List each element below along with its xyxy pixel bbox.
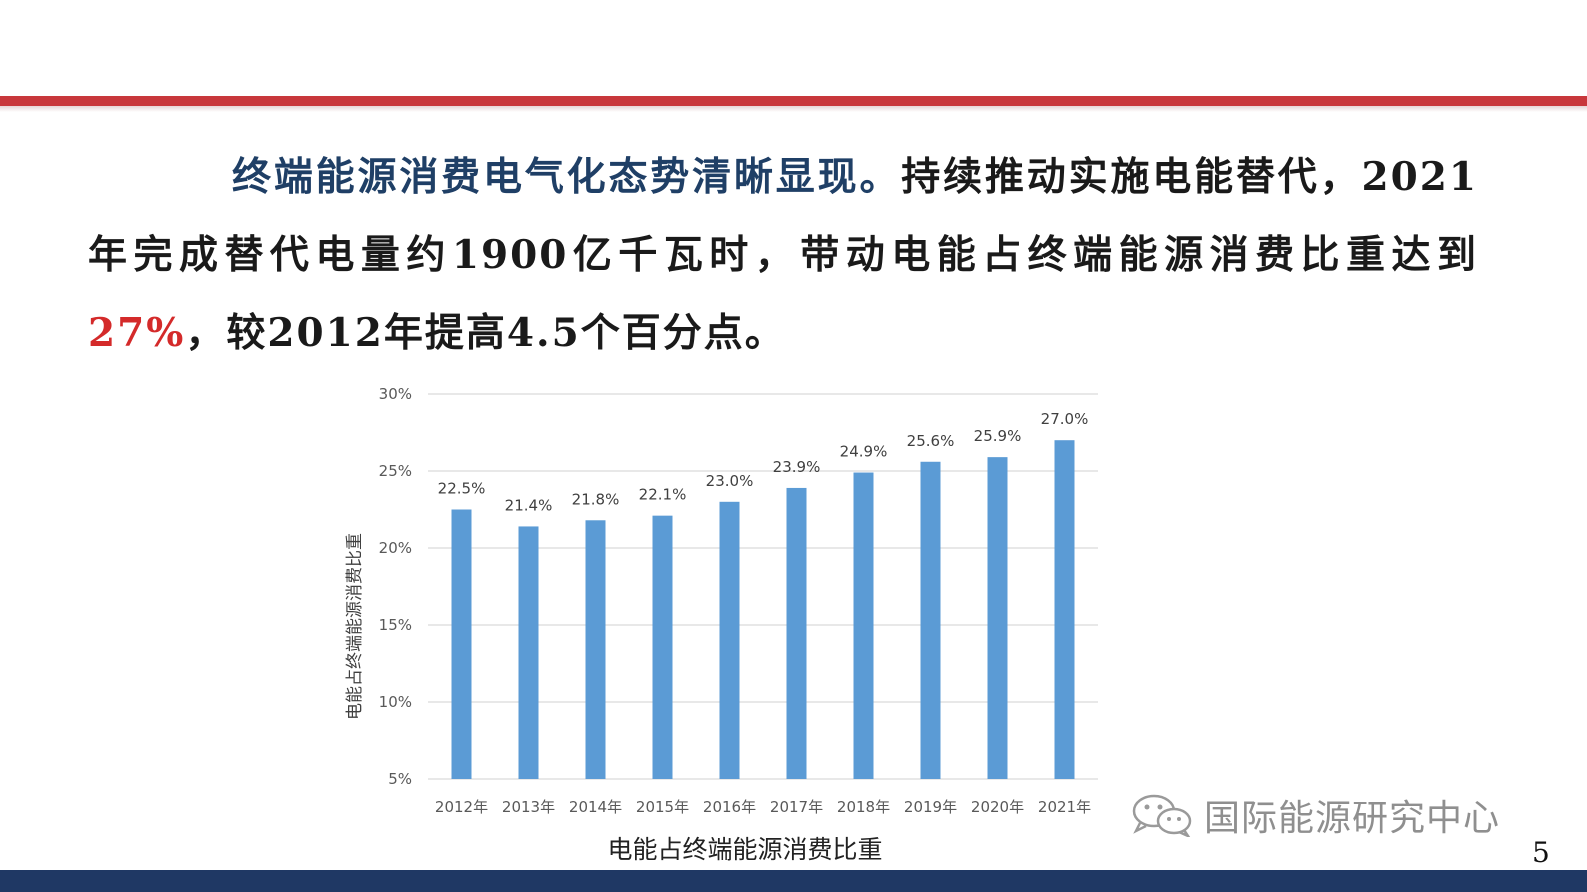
bar-value-label: 27.0% (1041, 410, 1089, 428)
y-tick-label: 15% (379, 616, 412, 634)
bar-value-label: 22.5% (438, 480, 486, 498)
bar-chart: 5% 10% 15% 20% 25% 30% 22.5% 2012年 21.4% 2013年 21.… (330, 372, 1120, 872)
y-tick-label: 20% (379, 539, 412, 557)
x-tick-label: 2019年 (904, 798, 957, 816)
header-stripe-shadow (0, 106, 1587, 112)
bar-value-label: 23.9% (773, 458, 821, 476)
x-tick-label: 2018年 (837, 798, 890, 816)
bar (1054, 440, 1075, 779)
slide-paragraph: 终端能源消费电气化态势清晰显现。持续推动实施电能替代，2021年完成替代电量约1… (88, 138, 1478, 372)
x-tick-label: 2015年 (636, 798, 689, 816)
bar (719, 501, 740, 779)
bar-value-label: 23.0% (706, 472, 754, 490)
bar-value-label: 24.9% (840, 443, 888, 461)
x-tick-label: 2017年 (770, 798, 823, 816)
bar (585, 520, 606, 779)
x-tick-label: 2014年 (569, 798, 622, 816)
bar-value-label: 21.4% (505, 496, 553, 514)
y-axis-title: 电能占终端能源消费比重 (345, 533, 365, 720)
paragraph-highlight: 27% (88, 310, 186, 356)
x-tick-label: 2013年 (502, 798, 555, 816)
bar (518, 526, 539, 779)
chart-x-axis-title: 电能占终端能源消费比重 (607, 835, 883, 864)
x-tick-label: 2020年 (971, 798, 1024, 816)
bar (786, 487, 807, 779)
slide-header-band (0, 0, 1587, 96)
bar-chart-svg: 5% 10% 15% 20% 25% 30% 22.5% 2012年 21.4% 2013年 21.… (345, 385, 1098, 816)
x-tick-label: 2016年 (703, 798, 756, 816)
wechat-icon (1132, 794, 1192, 837)
footer-bar (0, 870, 1587, 892)
y-tick-label: 10% (379, 693, 412, 711)
bar-value-label: 22.1% (639, 486, 687, 504)
bar-value-label: 25.6% (907, 432, 955, 450)
paragraph-tail: ，较2012年提高4.5个百分点。 (185, 310, 786, 356)
bar (451, 509, 472, 779)
y-tick-label: 5% (388, 770, 412, 788)
paragraph-lead: 终端能源消费电气化态势清晰显现。 (232, 154, 902, 200)
y-tick-label: 30% (379, 385, 412, 403)
y-tick-label: 25% (379, 462, 412, 480)
page-number: 5 (1532, 836, 1550, 869)
bar-value-label: 25.9% (974, 427, 1022, 445)
red-header-stripe (0, 96, 1587, 106)
bar (920, 461, 941, 779)
watermark: 国际能源研究中心 (1130, 790, 1500, 840)
bar-value-label: 21.8% (572, 490, 620, 508)
paragraph-body: 持续推动实施电能替代，2021年完成替代电量约1900亿千瓦时，带动电能占终端能… (88, 154, 1478, 278)
bar (987, 457, 1008, 779)
x-tick-label: 2012年 (435, 798, 488, 816)
bar (853, 472, 874, 779)
watermark-text: 国际能源研究中心 (1204, 798, 1501, 839)
x-tick-label: 2021年 (1038, 798, 1091, 816)
bar (652, 515, 673, 779)
